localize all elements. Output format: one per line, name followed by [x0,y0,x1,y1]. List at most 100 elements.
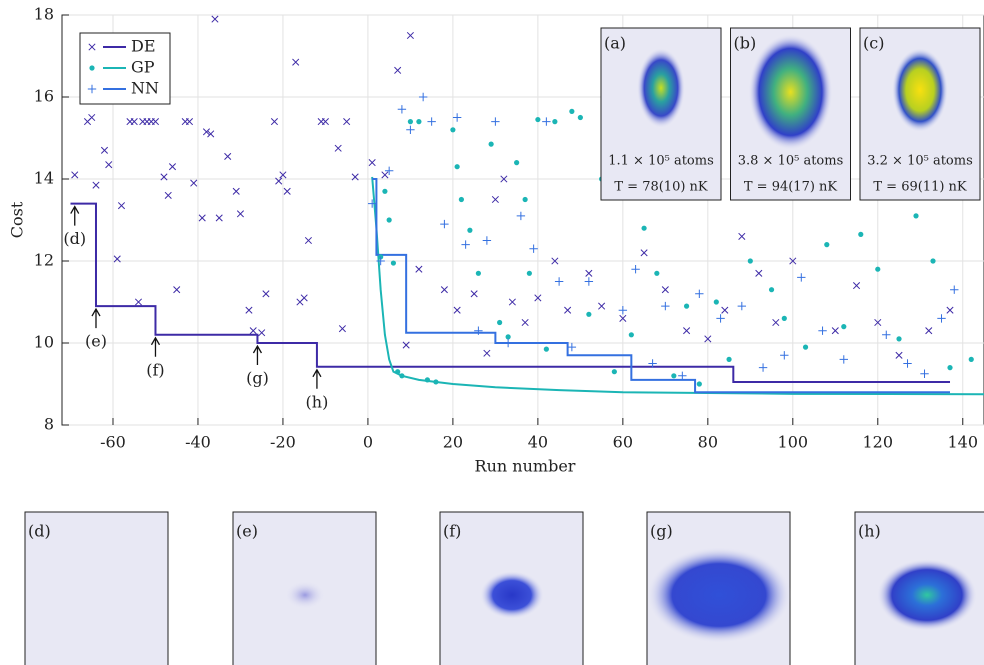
annotation-arrow [252,344,263,365]
best-cost-line [371,176,984,396]
inset-label: (c) [863,34,884,53]
inset-label: (a) [604,34,626,53]
point [640,249,648,257]
point [554,277,564,286]
x-tick-label: 20 [443,433,463,452]
point [874,318,882,327]
point [173,286,181,294]
legend-label: GP [131,58,155,77]
point [224,152,232,161]
x-tick-label: 140 [947,433,978,452]
point [831,327,839,335]
annotation-arrow [312,368,322,389]
inset-temperature: T = 94(17) nK [744,180,838,195]
annotation-arrow [91,307,101,329]
point [482,236,492,245]
point [841,324,847,330]
point [427,117,436,126]
point [245,306,253,314]
panel-label: (e) [236,522,258,541]
point [514,160,520,166]
point [390,260,397,266]
point [386,217,392,223]
point [452,113,462,122]
point [737,301,747,311]
point [648,359,657,368]
point [497,319,503,326]
point [215,214,223,222]
y-tick-label: 10 [34,333,54,352]
point [726,356,732,362]
point [440,286,448,294]
point [454,164,460,170]
point [88,43,96,51]
inset-atoms: 3.8 × 10⁵ atoms [738,154,844,169]
annotation-label: (e) [85,332,107,351]
point [824,242,830,248]
point [384,166,394,175]
point [802,344,809,350]
point [930,258,936,264]
point [279,171,287,179]
point [198,214,206,222]
point [113,255,121,263]
point [283,187,291,195]
point [262,290,270,298]
panel-image [24,511,169,665]
x-tick-label: -20 [270,433,296,452]
point [721,306,729,314]
x-axis-label: Run number [475,457,576,476]
point [100,146,109,154]
point [270,118,278,126]
point [418,92,428,102]
point [491,117,500,126]
point [211,15,219,23]
point [696,381,702,387]
point [508,298,516,306]
point [946,306,954,314]
point [168,163,177,171]
point [781,315,787,321]
point [249,327,257,335]
point [618,306,628,315]
point [661,286,669,294]
point [950,285,959,294]
point [522,196,528,203]
point [704,335,712,343]
point [758,363,768,372]
inset-label: (b) [734,34,757,53]
point [577,114,583,121]
point [207,130,215,138]
point [399,373,405,379]
point [491,195,499,204]
point [529,244,538,253]
point [903,359,912,368]
point [406,125,415,134]
point [92,181,100,189]
point [552,119,558,125]
atom-cloud [877,559,977,631]
point [755,269,763,277]
point [467,227,473,233]
legend-label: NN [131,79,159,98]
point [683,303,690,309]
point [716,314,725,323]
point [925,327,933,335]
annotation-label: (g) [246,369,269,388]
point [543,346,549,352]
atom-cloud [647,547,791,643]
atom-cloud [892,48,948,132]
point [105,161,113,169]
point [376,256,385,266]
point [772,318,780,327]
point [71,171,79,179]
point [895,351,903,359]
point [185,118,194,126]
point [503,338,513,348]
point [151,118,160,126]
point [797,273,806,282]
point [88,113,96,122]
point [475,270,481,276]
point [671,373,677,379]
y-tick-label: 8 [44,415,54,434]
